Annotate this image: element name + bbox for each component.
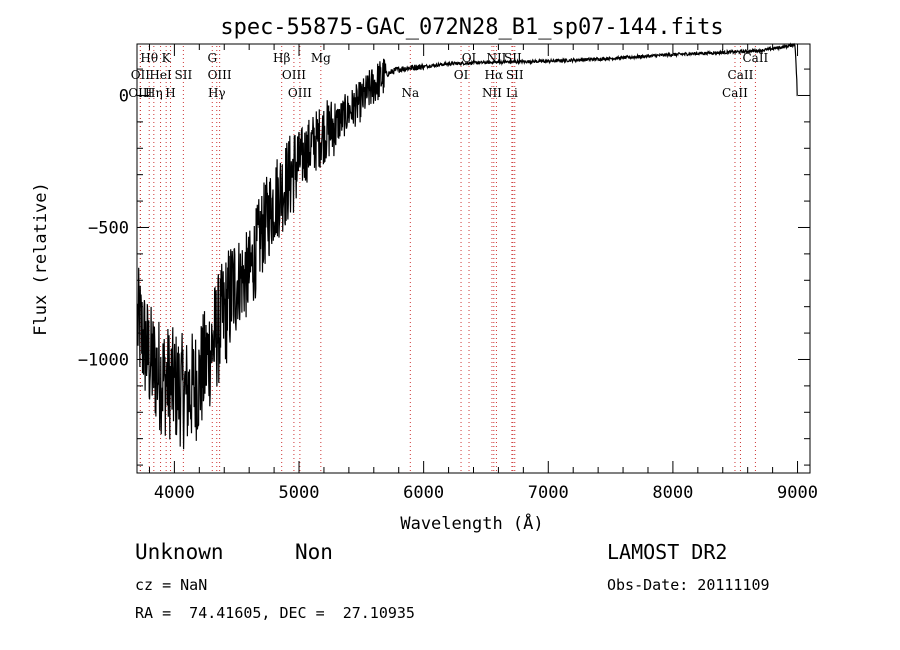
object-class: Unknown	[135, 540, 224, 564]
survey-name: LAMOST DR2	[607, 540, 728, 564]
x-tick-label: 5000	[279, 483, 320, 503]
x-tick-label: 8000	[652, 483, 693, 503]
spectrum-line	[137, 42, 798, 450]
spectrum-chart: spec-55875-GAC_072N28_B1_sp07-144.fits H…	[31, 15, 818, 534]
spectral-line-label: OI	[454, 68, 469, 82]
spectral-line-label: CaII	[728, 68, 754, 82]
y-tick-label: −1000	[78, 350, 129, 370]
spectral-line-label: OIII	[288, 86, 312, 100]
spectral-line-label: OIII	[128, 86, 152, 100]
spectral-line-label: CaII	[742, 51, 768, 65]
spectral-line-label: G	[207, 51, 217, 65]
spectral-line-label: OIII	[208, 68, 232, 82]
spectral-line-label: Hη	[145, 86, 163, 100]
spectral-line-label: Hα	[485, 68, 504, 82]
x-tick-label: 7000	[528, 483, 569, 503]
x-tick-label: 9000	[777, 483, 818, 503]
spectral-line-label: Na	[401, 86, 419, 100]
spectral-line-label: SII	[506, 68, 524, 82]
plot-frame	[136, 43, 811, 474]
ra-dec-coordinates: RA = 74.41605, DEC = 27.10935	[135, 604, 415, 622]
spectral-line-label: HeI	[149, 68, 172, 82]
y-axis-label: Flux (relative)	[31, 182, 51, 336]
spectral-line-label: SII	[175, 68, 193, 82]
spectral-line-label: CaII	[722, 86, 748, 100]
spectral-line-label: NII	[482, 86, 502, 100]
spectral-line-label: Mg	[311, 51, 331, 65]
spectral-line-label: H	[165, 86, 175, 100]
spectral-line-label: OII	[131, 68, 151, 82]
x-tick-label: 4000	[154, 483, 195, 503]
x-axis: 4000 5000 6000 7000 8000 9000	[148, 44, 818, 503]
redshift-cz: cz = NaN	[135, 576, 208, 594]
spectral-line-label: OIII	[282, 68, 306, 82]
spectral-line-label: K	[162, 51, 172, 65]
observation-date: Obs-Date: 20111109	[607, 576, 770, 594]
spectral-line-label: Hθ	[140, 51, 158, 65]
x-tick-label: 6000	[403, 483, 444, 503]
object-subclass: Non	[295, 540, 333, 564]
spectral-line-label: Hβ	[273, 51, 290, 65]
spectral-line-label: Li	[506, 86, 518, 100]
y-tick-label: −500	[88, 218, 129, 238]
y-tick-label: 0	[119, 86, 129, 106]
y-axis: 0 −500 −1000	[78, 68, 810, 466]
spectral-line-label: Hγ	[208, 86, 226, 100]
chart-title: spec-55875-GAC_072N28_B1_sp07-144.fits	[220, 15, 723, 40]
x-axis-label: Wavelength (Å)	[400, 512, 543, 534]
